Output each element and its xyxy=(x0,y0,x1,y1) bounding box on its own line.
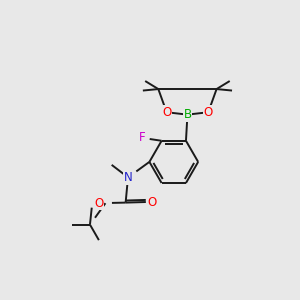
Text: B: B xyxy=(183,108,191,121)
Text: O: O xyxy=(204,106,213,119)
Text: F: F xyxy=(139,131,146,144)
Text: N: N xyxy=(124,171,132,184)
Text: O: O xyxy=(148,196,157,208)
Text: O: O xyxy=(162,106,171,119)
Text: O: O xyxy=(94,197,104,210)
